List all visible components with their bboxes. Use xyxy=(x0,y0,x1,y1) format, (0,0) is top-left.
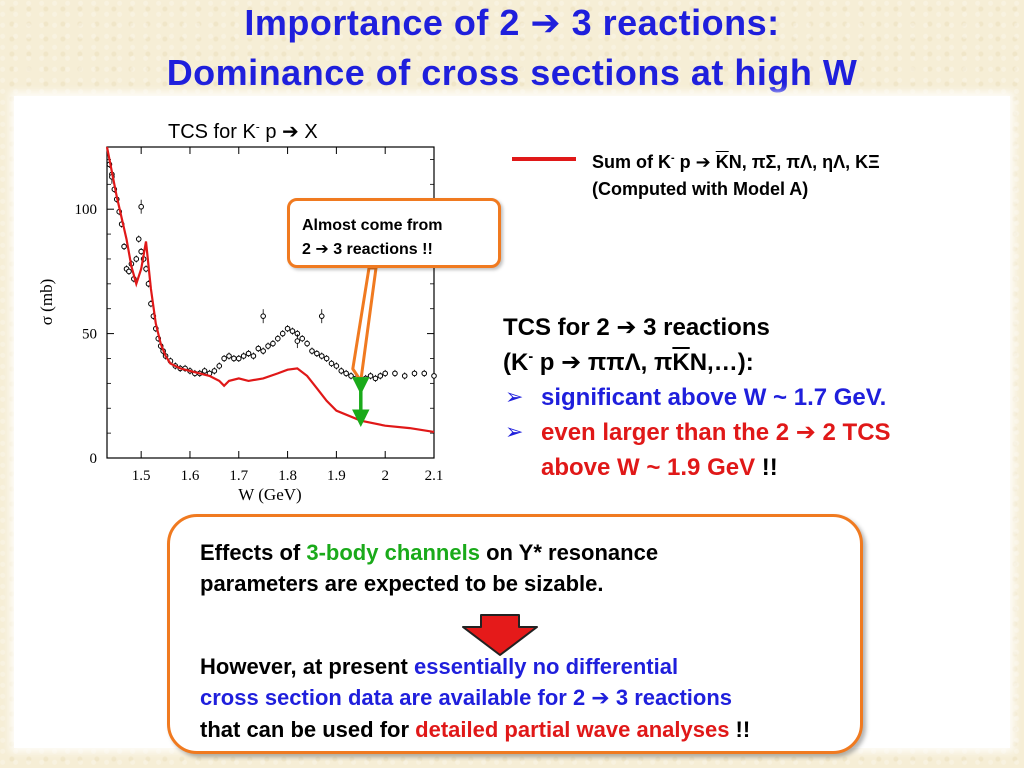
data-point xyxy=(260,313,266,319)
bullet-arrow-icon: ➢ xyxy=(505,385,524,410)
chart-frame xyxy=(106,146,435,459)
effects-line3: However, at present essentially no diffe… xyxy=(200,654,679,679)
bullet-larger: ➢ even larger than the 2 ➔ 2 TCS xyxy=(503,415,891,450)
data-point xyxy=(221,355,227,362)
callout-box: Almost come from 2 ➔ 3 reactions !! xyxy=(287,198,501,268)
y-tick-label: 100 xyxy=(75,202,98,218)
callout-pointer xyxy=(351,266,378,383)
x-tick-label: 1.8 xyxy=(278,468,297,484)
data-point xyxy=(245,350,252,357)
model-a-curve xyxy=(105,146,435,433)
legend-line2: (Computed with Model A) xyxy=(592,179,809,199)
effects-text-bottom: However, at present essentially no diffe… xyxy=(200,651,750,745)
effects-line5: that can be used for detailed partial wa… xyxy=(200,717,751,742)
data-point xyxy=(382,370,388,377)
data-point xyxy=(362,375,369,382)
x-tick-label: 2 xyxy=(381,468,389,484)
slide-title-line2: Dominance of cross sections at high W xyxy=(166,52,858,93)
data-point xyxy=(367,373,374,379)
data-point xyxy=(377,373,384,379)
effects-line4: cross section data are available for 2 ➔… xyxy=(200,685,733,711)
x-tick-label: 2.1 xyxy=(425,468,444,484)
legend-line1: Sum of K- p ➔ KN, πΣ, πΛ, ηΛ, KΞ xyxy=(592,152,880,173)
x-tick-label: 1.5 xyxy=(132,468,151,484)
tcs-line2: (K- p ➔ ππΛ, πKN,…): xyxy=(503,348,754,376)
data-point xyxy=(135,236,142,242)
data-point xyxy=(304,340,310,347)
data-point xyxy=(226,353,232,359)
data-point xyxy=(328,360,335,367)
data-point xyxy=(279,330,286,337)
data-point xyxy=(343,370,349,377)
data-point xyxy=(348,373,354,379)
data-point xyxy=(126,268,132,275)
chart-title: TCS for K- p ➔ X xyxy=(168,119,318,143)
tcs-text-block: TCS for 2 ➔ 3 reactions (K- p ➔ ππΛ, πKN… xyxy=(503,310,891,485)
callout-line1: Almost come from xyxy=(302,217,443,234)
data-point xyxy=(411,370,418,377)
bullet-significant: ➢ significant above W ~ 1.7 GeV. xyxy=(503,380,891,415)
data-point xyxy=(309,348,315,354)
data-point xyxy=(294,338,301,344)
data-point xyxy=(260,348,266,354)
effects-line1: Effects of 3-body channels on Y* resonan… xyxy=(200,540,659,565)
data-point xyxy=(431,373,437,379)
x-tick-label: 1.6 xyxy=(181,468,200,484)
effects-line2: parameters are expected to be sizable. xyxy=(200,571,604,596)
data-point xyxy=(240,353,247,359)
bullet-larger-line2: above W ~ 1.9 GeV !! xyxy=(541,454,778,481)
data-point xyxy=(323,355,330,362)
slide-title-line1: Importance of 2 ➔ 3 reactions: xyxy=(244,2,780,44)
data-point xyxy=(338,368,345,374)
x-tick-label: 1.9 xyxy=(327,468,346,484)
x-axis-label: W (GeV) xyxy=(238,485,301,504)
data-point xyxy=(401,373,408,379)
data-point xyxy=(314,350,320,357)
data-point xyxy=(231,355,237,362)
data-point xyxy=(138,203,144,210)
legend-text: Sum of K- p ➔ KN, πΣ, πΛ, ηΛ, KΞ (Comput… xyxy=(592,149,880,203)
data-point xyxy=(333,363,340,369)
data-point xyxy=(121,243,127,250)
data-point xyxy=(299,335,306,342)
data-point xyxy=(392,370,398,377)
data-point xyxy=(265,343,271,349)
data-point xyxy=(270,340,276,347)
y-tick-label: 50 xyxy=(82,327,97,343)
tcs-line1: TCS for 2 ➔ 3 reactions xyxy=(503,313,770,341)
data-point xyxy=(318,313,325,319)
y-axis-label: σ (mb) xyxy=(37,279,56,325)
y-tick-label: 0 xyxy=(90,451,98,467)
data-point xyxy=(421,370,428,377)
effects-text-top: Effects of 3-body channels on Y* resonan… xyxy=(200,537,658,599)
legend-model-line xyxy=(512,157,576,161)
data-point xyxy=(138,248,144,255)
data-point xyxy=(284,325,291,332)
data-point xyxy=(255,345,262,352)
bullet-arrow-icon: ➢ xyxy=(505,420,524,445)
data-point xyxy=(372,375,379,382)
data-point xyxy=(289,328,296,334)
callout-line2: 2 ➔ 3 reactions !! xyxy=(302,239,433,258)
down-arrow-icon xyxy=(462,614,538,656)
data-point xyxy=(250,353,257,359)
data-point xyxy=(211,368,218,374)
data-point xyxy=(235,355,242,362)
data-point xyxy=(201,368,208,374)
data-point xyxy=(318,353,325,359)
data-point xyxy=(133,256,140,262)
x-tick-label: 1.7 xyxy=(229,468,248,484)
data-point xyxy=(216,363,223,369)
data-point xyxy=(275,335,281,342)
